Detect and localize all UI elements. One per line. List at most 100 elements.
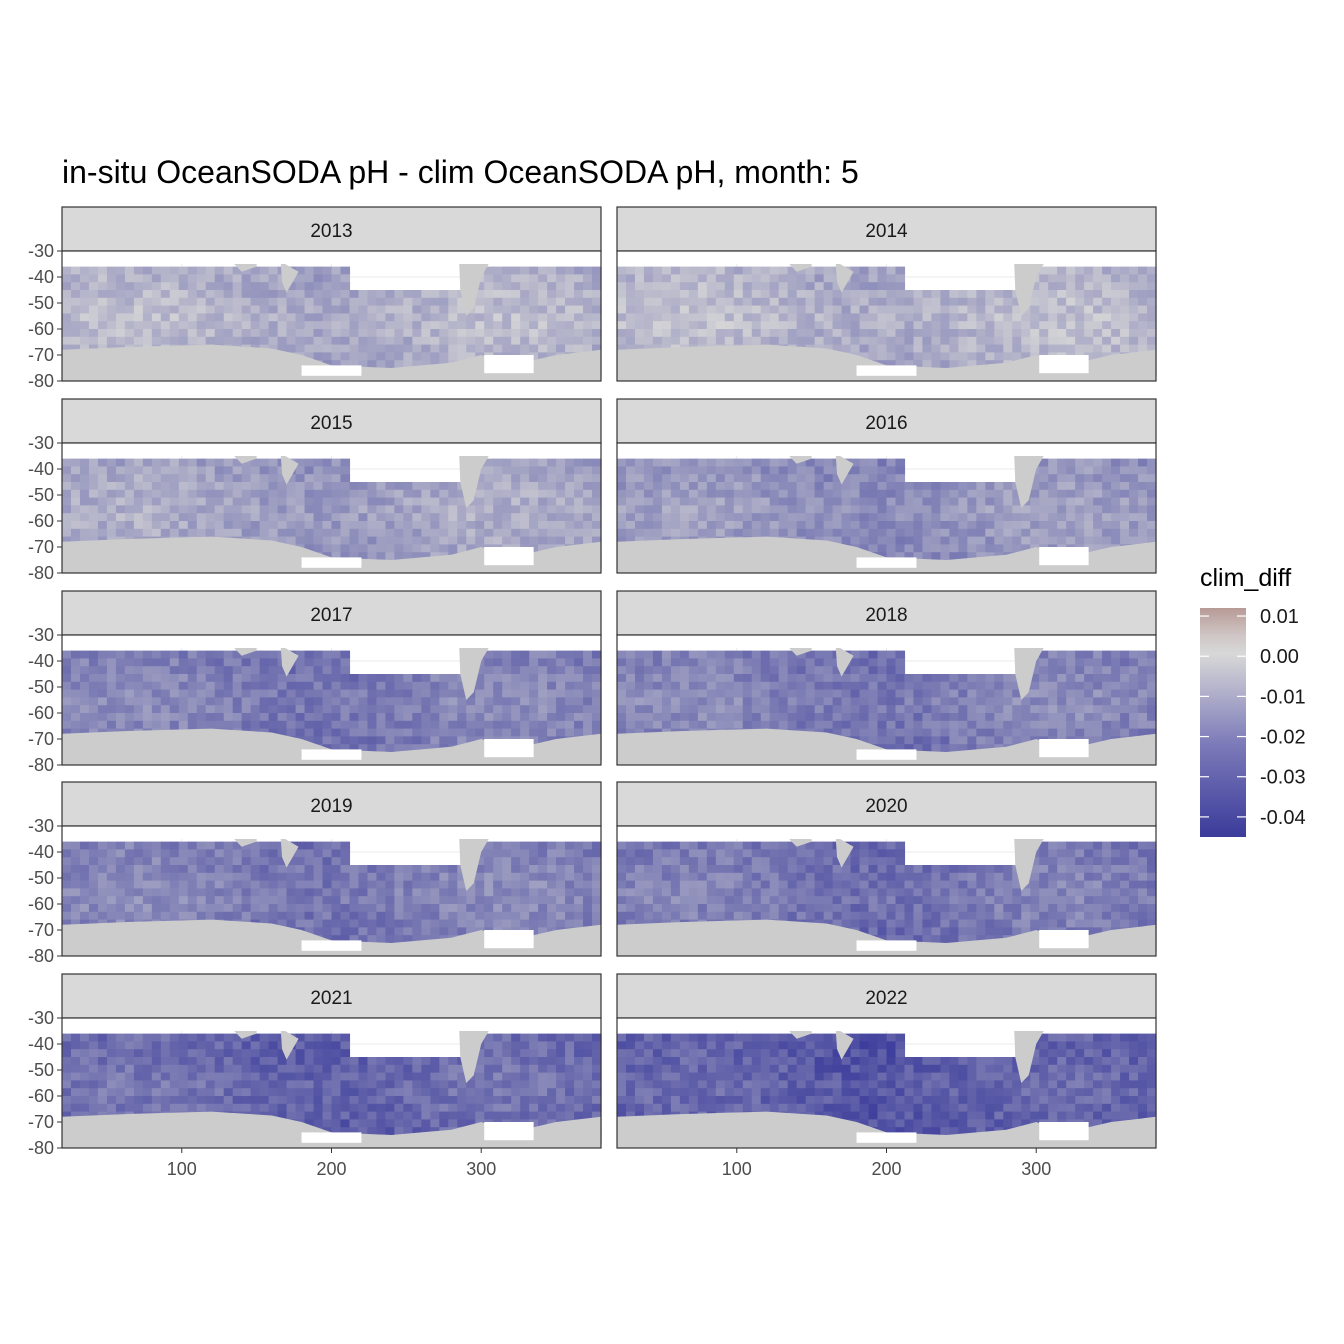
heatmap-cell (250, 489, 261, 499)
heatmap-cell (502, 305, 512, 314)
heatmap-cell (286, 305, 297, 314)
heatmap-cell (1075, 305, 1085, 314)
heatmap-cell (967, 290, 977, 299)
heatmap-cell (70, 713, 81, 722)
heatmap-cell (547, 513, 557, 522)
heatmap-cell (556, 689, 566, 698)
heatmap-cell (88, 666, 99, 675)
heatmap-cell (688, 466, 699, 475)
heatmap-cell (205, 528, 216, 538)
heatmap-cell (403, 297, 413, 307)
heatmap-cell (62, 482, 72, 491)
heatmap-cell (484, 305, 494, 314)
heatmap-cell (313, 666, 324, 675)
heatmap-cell (805, 274, 816, 283)
heatmap-cell (88, 697, 99, 706)
heatmap-cell (814, 482, 825, 491)
heatmap-cell (547, 689, 557, 698)
heatmap-cell (520, 466, 530, 475)
heatmap-cell (205, 666, 216, 675)
heatmap-cell (931, 321, 941, 330)
heatmap-cell (1075, 521, 1085, 530)
heatmap-cell (679, 329, 690, 338)
land-mask (617, 251, 1156, 381)
heatmap-cell (670, 674, 681, 683)
heatmap-cell (574, 466, 584, 475)
heatmap-cell (322, 305, 333, 314)
heatmap-cell (877, 521, 888, 530)
heatmap-cell (886, 505, 897, 514)
heatmap-cell (733, 505, 744, 514)
heatmap-cell (778, 505, 789, 514)
heatmap-cell (430, 513, 440, 522)
heatmap-cell (475, 521, 485, 530)
heatmap-cell (142, 290, 153, 299)
heatmap-cell (643, 329, 654, 338)
heatmap-cell (160, 505, 171, 514)
heatmap-cell (1030, 697, 1040, 706)
heatmap-cell (349, 344, 360, 353)
heatmap-cell (1138, 321, 1148, 330)
heatmap-cell (715, 521, 726, 530)
heatmap-cell (268, 521, 279, 530)
heatmap-cell (679, 513, 690, 522)
heatmap-cell (592, 466, 602, 475)
heatmap-cell (643, 497, 654, 506)
heatmap-cell (556, 513, 566, 522)
heatmap-cell (895, 344, 906, 353)
heatmap-cell (1102, 666, 1112, 675)
heatmap-cell (88, 720, 99, 730)
heatmap-cell (1057, 728, 1067, 737)
heatmap-cell (1066, 305, 1076, 314)
heatmap-cell (877, 352, 888, 361)
heatmap-cell (1021, 720, 1031, 730)
heatmap-cell (304, 458, 315, 467)
heatmap-cell (1102, 497, 1112, 506)
heatmap-cell (913, 521, 924, 530)
heatmap-cell (205, 689, 216, 698)
heatmap-cell (430, 482, 440, 491)
heatmap-cell (1075, 658, 1085, 667)
heatmap-cell (904, 674, 915, 683)
heatmap-cell (178, 674, 189, 683)
heatmap-cell (592, 474, 602, 483)
heatmap-cell (592, 344, 602, 353)
heatmap-cell (115, 674, 126, 683)
heatmap-cell (349, 290, 360, 299)
heatmap-cell (313, 505, 324, 514)
heatmap-cell (367, 329, 378, 338)
heatmap-cell (796, 313, 807, 322)
heatmap-cell (868, 297, 879, 307)
heatmap-cell (670, 482, 681, 491)
heatmap-cell (778, 697, 789, 706)
heatmap-cell (187, 466, 198, 475)
heatmap-cell (715, 282, 726, 291)
heatmap-cell (196, 313, 207, 322)
heatmap-cell (617, 274, 627, 283)
heatmap-cell (985, 544, 995, 553)
heatmap-cell (931, 697, 941, 706)
heatmap-cell (160, 705, 171, 714)
heatmap-cell (277, 344, 288, 353)
heatmap-cell (160, 489, 171, 499)
south-america-land (458, 443, 497, 508)
heatmap-cell (949, 497, 959, 506)
heatmap-cell (652, 321, 663, 330)
heatmap-cell (1039, 474, 1049, 483)
heatmap-cell (106, 313, 117, 322)
heatmap-cell (1147, 658, 1157, 667)
heatmap-cell (412, 697, 422, 706)
heatmap-cell (484, 313, 494, 322)
heatmap-cell (868, 329, 879, 338)
heatmap-cell (547, 521, 557, 530)
heatmap-cell (142, 674, 153, 683)
heatmap-cell (895, 266, 906, 275)
heatmap-cell (304, 297, 315, 307)
ice-shelf-gap (856, 749, 917, 760)
heatmap-cell (1066, 497, 1076, 506)
heatmap-cell (142, 297, 153, 307)
heatmap-cell (250, 705, 261, 714)
heatmap-cell (760, 282, 771, 291)
heatmap-cell (1129, 274, 1139, 283)
no-data-band (617, 251, 1156, 264)
